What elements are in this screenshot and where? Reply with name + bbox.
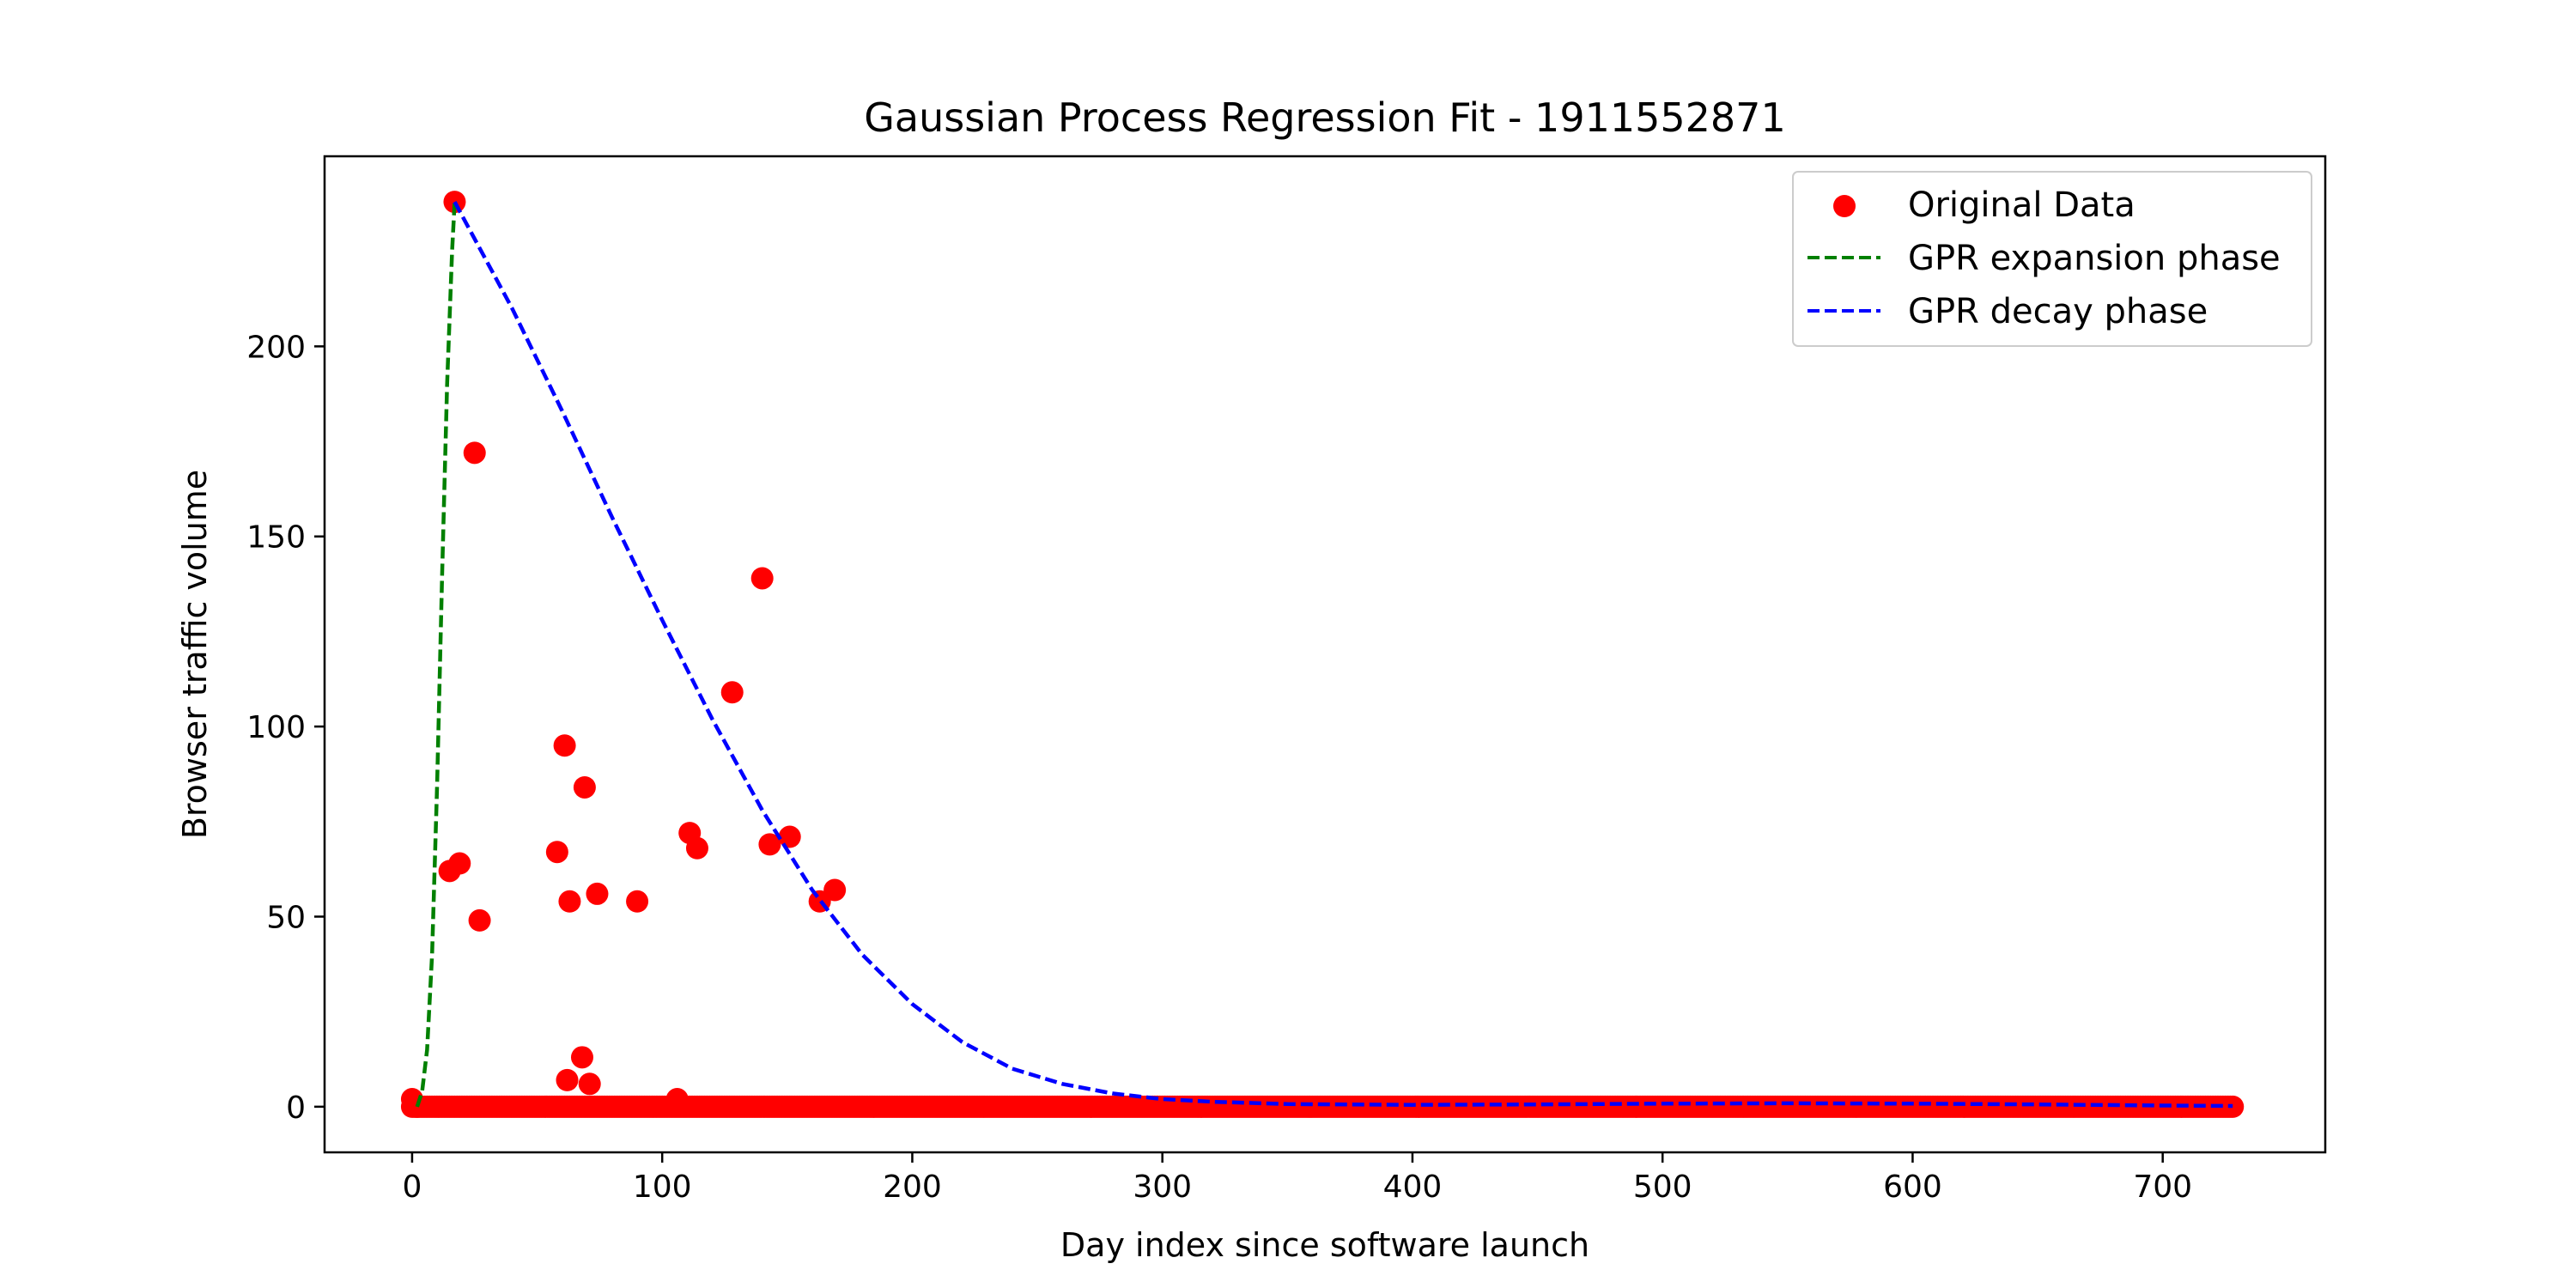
y-tick-label: 200 <box>246 330 306 365</box>
data-point <box>720 681 744 704</box>
legend-frame <box>1792 171 2312 347</box>
data-point <box>570 1046 593 1069</box>
data-point <box>665 1088 689 1111</box>
legend-label-decay: GPR decay phase <box>1908 292 2208 331</box>
plot-marks <box>400 191 2245 1118</box>
y-axis: 0 50 100 150 200 <box>246 330 325 1126</box>
gpr-expansion-line <box>415 201 457 1108</box>
data-point <box>586 882 609 905</box>
x-tick-label: 300 <box>1133 1170 1192 1205</box>
data-point <box>626 890 649 913</box>
legend-label-original-data: Original Data <box>1908 185 2136 225</box>
x-tick-label: 500 <box>1633 1170 1692 1205</box>
legend-marker-original-data <box>1833 195 1856 217</box>
x-tick-label: 400 <box>1383 1170 1443 1205</box>
x-tick-label: 700 <box>2133 1170 2192 1205</box>
legend: Original Data GPR expansion phase GPR de… <box>1792 171 2312 347</box>
x-tick-label: 600 <box>1883 1170 1942 1205</box>
y-tick-label: 100 <box>246 710 306 745</box>
y-tick-label: 150 <box>246 520 306 556</box>
x-tick-label: 100 <box>633 1170 692 1205</box>
data-point <box>778 825 801 848</box>
y-tick-label: 0 <box>286 1091 306 1126</box>
data-point <box>556 1068 579 1091</box>
data-point <box>573 775 596 799</box>
x-tick-label: 200 <box>883 1170 942 1205</box>
x-tick-label: 0 <box>402 1170 422 1205</box>
data-point <box>2221 1095 2245 1118</box>
data-point <box>448 852 471 875</box>
data-point <box>553 734 576 757</box>
y-tick-label: 50 <box>266 900 306 935</box>
x-axis: 0 100 200 300 400 500 600 700 <box>402 1152 2192 1205</box>
data-point <box>468 908 491 932</box>
y-axis-label: Browser traffic volume <box>176 470 214 839</box>
data-point <box>758 833 781 856</box>
gpr-decay-line <box>453 201 2233 1109</box>
chart-title: Gaussian Process Regression Fit - 191155… <box>864 94 1785 141</box>
legend-label-expansion: GPR expansion phase <box>1908 239 2281 278</box>
data-point <box>823 878 847 902</box>
data-point <box>558 890 581 913</box>
data-point <box>463 441 486 465</box>
x-axis-label: Day index since software launch <box>1060 1226 1589 1264</box>
plot-frame <box>323 155 2327 1154</box>
data-point <box>545 841 568 864</box>
data-point <box>578 1072 601 1096</box>
data-point <box>750 567 774 590</box>
data-point <box>685 836 708 860</box>
